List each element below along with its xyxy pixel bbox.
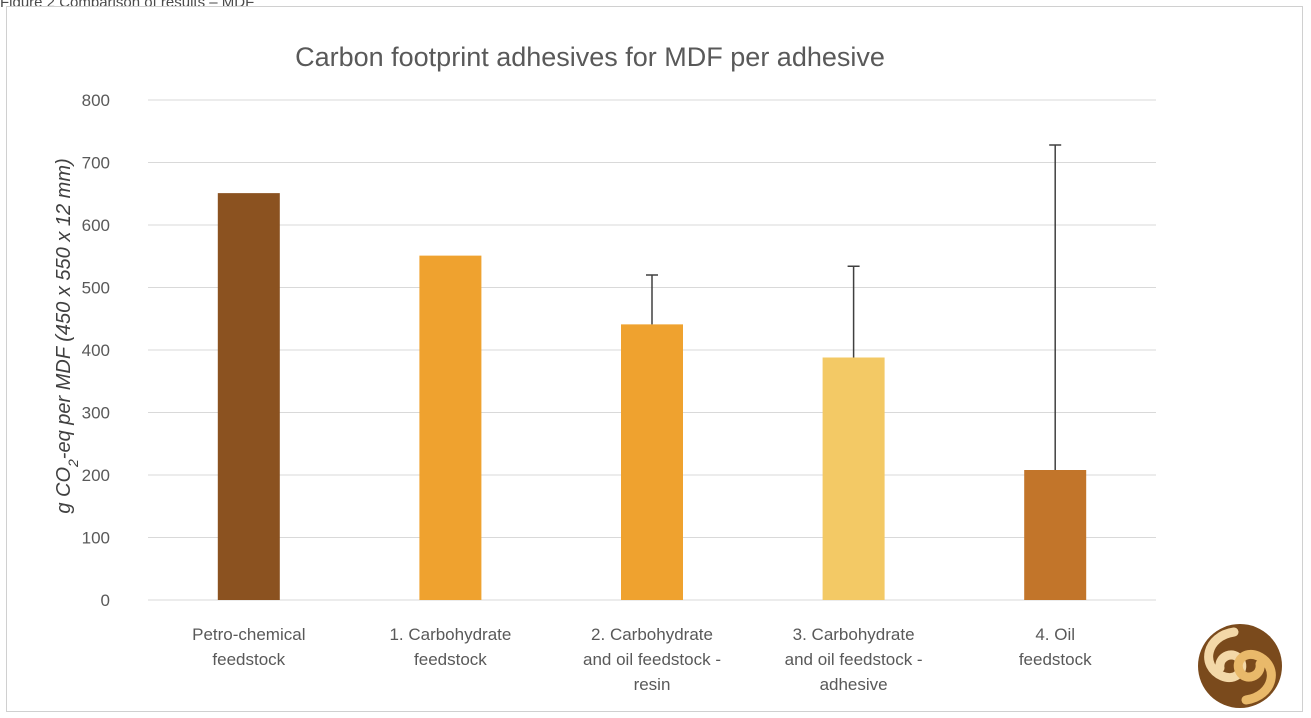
logo-icon (1198, 624, 1282, 708)
y-axis-ticks: 0 100 200 300 400 500 600 700 800 (82, 91, 110, 610)
bar (822, 357, 885, 600)
y-tick-label: 400 (82, 341, 110, 360)
x-category-label: Petro-chemical feedstock (192, 625, 305, 669)
figure-caption: Figure 2 Comparison of results – MDF (0, 0, 254, 11)
y-tick-label: 500 (82, 279, 110, 298)
bars (217, 193, 1087, 600)
bar (1024, 470, 1087, 600)
y-axis-label: g CO2-eq per MDF (450 x 550 x 12 mm) (53, 158, 81, 513)
y-tick-label: 100 (82, 529, 110, 548)
y-tick-label: 700 (82, 154, 110, 173)
y-tick-label: 200 (82, 466, 110, 485)
y-tick-label: 300 (82, 404, 110, 423)
error-bars (646, 144, 1062, 470)
bar (217, 193, 280, 600)
y-tick-label: 800 (82, 91, 110, 110)
y-tick-label: 600 (82, 216, 110, 235)
x-category-label: 2. Carbohydrate and oil feedstock -resin (583, 625, 721, 694)
bar (419, 255, 482, 600)
y-tick-label: 0 (101, 591, 110, 610)
x-category-label: 1. Carbohydrate feedstock (389, 625, 511, 669)
x-category-label: 3. Carbohydrate and oil feedstock -adhesi… (785, 625, 923, 694)
x-axis-labels: Petro-chemical feedstock 1. Carbohydrate fe… (192, 625, 1092, 694)
chart-title: Carbon footprint adhesives for MDF per a… (295, 42, 885, 72)
x-category-label: 4. Oil feedstock (1019, 625, 1092, 669)
bar (621, 324, 683, 600)
